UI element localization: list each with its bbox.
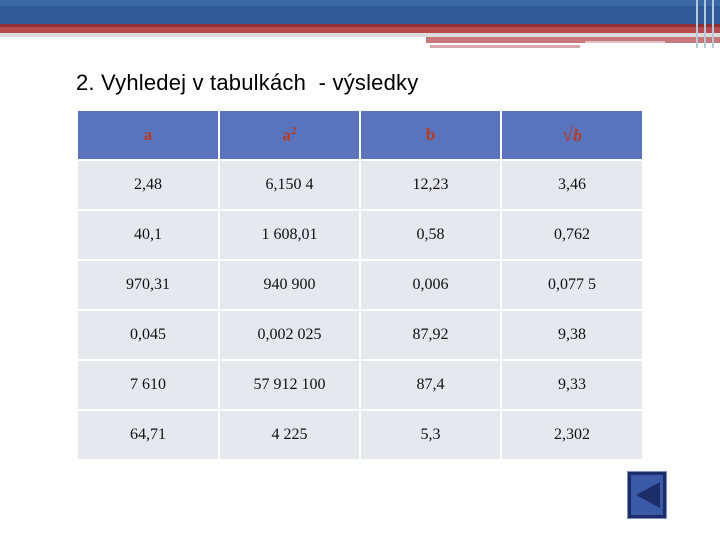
table-cell: 940 900 <box>219 259 361 310</box>
header-b: b <box>360 111 502 160</box>
table-cell: 3,46 <box>501 159 642 210</box>
header-a: a <box>78 111 220 160</box>
table-cell: 40,1 <box>78 209 220 260</box>
table-row: 7 610 57 912 100 87,4 9,33 <box>78 359 642 410</box>
results-table: a a2 b √b 2,48 6,150 4 12,23 3,46 40,1 1 608,… <box>78 111 642 459</box>
top-banner-highlight <box>0 0 720 6</box>
table-header-row: a a2 b √b <box>78 111 642 160</box>
table-cell: 87,92 <box>360 309 502 360</box>
decor-vertical-line <box>712 0 714 48</box>
table-cell: 0,002 025 <box>219 309 361 360</box>
table-row: 0,045 0,002 025 87,92 9,38 <box>78 309 642 360</box>
table-row: 2,48 6,150 4 12,23 3,46 <box>78 159 642 210</box>
table-cell: 970,31 <box>78 259 220 310</box>
table-cell: 1 608,01 <box>219 209 361 260</box>
slide-title: 2. Vyhledej v tabulkách - výsledky <box>76 70 419 95</box>
table-cell: 0,077 5 <box>501 259 642 310</box>
divider-band <box>0 33 720 37</box>
decor-vertical-line <box>704 0 706 48</box>
table-cell: 5,3 <box>360 409 502 459</box>
table-cell: 0,58 <box>360 209 502 260</box>
table-row: 970,31 940 900 0,006 0,077 5 <box>78 259 642 310</box>
table-cell: 2,302 <box>501 409 642 459</box>
table-cell: 0,045 <box>78 309 220 360</box>
right-accent-line-2 <box>585 41 665 43</box>
table-cell: 57 912 100 <box>219 359 361 410</box>
decor-vertical-line <box>696 0 698 48</box>
right-accent-tab <box>426 37 720 43</box>
accent-band-shadow <box>0 24 720 27</box>
table-body: 2,48 6,150 4 12,23 3,46 40,1 1 608,01 0,58 0,76… <box>78 159 642 459</box>
accent-band <box>0 24 720 33</box>
table-cell: 2,48 <box>78 159 220 210</box>
table-cell: 0,762 <box>501 209 642 260</box>
table-cell: 12,23 <box>360 159 502 210</box>
table-cell: 64,71 <box>78 409 220 459</box>
table-cell: 7 610 <box>78 359 220 410</box>
table-row: 40,1 1 608,01 0,58 0,762 <box>78 209 642 260</box>
table-cell: 87,4 <box>360 359 502 410</box>
right-accent-line <box>430 45 580 48</box>
triangle-left-icon <box>636 482 660 508</box>
header-a-squared: a2 <box>219 111 361 160</box>
table-cell: 9,33 <box>501 359 642 410</box>
table-cell: 6,150 4 <box>219 159 361 210</box>
back-button[interactable] <box>627 471 667 519</box>
table-cell: 4 225 <box>219 409 361 459</box>
table-cell: 0,006 <box>360 259 502 310</box>
table-row: 64,71 4 225 5,3 2,302 <box>78 409 642 459</box>
header-sqrt-b: √b <box>501 111 642 160</box>
table-cell: 9,38 <box>501 309 642 360</box>
